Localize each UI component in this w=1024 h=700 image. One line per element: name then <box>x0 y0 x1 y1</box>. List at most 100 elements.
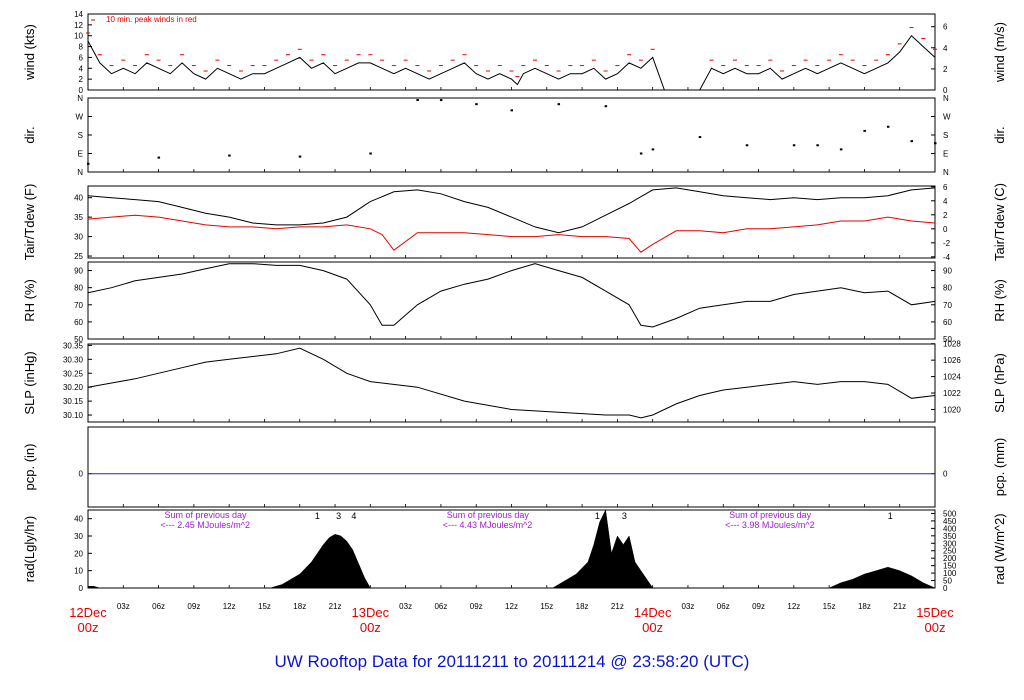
dir-ylabel-right: dir. <box>992 126 1007 143</box>
rh-panel <box>87 261 936 340</box>
wind-panel <box>86 13 937 91</box>
hour-label: 12z <box>505 602 518 611</box>
page-title: UW Rooftop Data for 20111211 to 20111214… <box>274 652 750 671</box>
rh-left-tick-label: 70 <box>74 301 83 310</box>
rad-right-tick-label: 500 <box>943 509 957 518</box>
wind-left-tick-label: 10 <box>74 32 83 41</box>
dir-point <box>369 152 372 155</box>
temp-frame <box>87 185 936 259</box>
wind-right-tick-label: 6 <box>943 23 948 32</box>
slp-left-tick-label: 30.20 <box>63 383 84 392</box>
slp-line-series <box>87 347 936 419</box>
hour-label: 18z <box>576 602 589 611</box>
dir-point <box>816 144 819 147</box>
rad-marker: 1 <box>595 511 600 521</box>
dir-point <box>698 136 702 139</box>
hour-label: 12z <box>223 602 236 611</box>
rh-left-tick-label: 80 <box>74 284 83 293</box>
rad-marker: 4 <box>351 511 356 521</box>
date-label: 15Dec <box>916 605 954 620</box>
rad-annotation-line1: Sum of previous day <box>164 510 247 520</box>
slp-left-tick-label: 30.10 <box>63 411 84 420</box>
date-label-hour: 00z <box>78 620 99 635</box>
rh-line-series <box>87 263 936 328</box>
hour-label: 03z <box>117 602 130 611</box>
hour-label: 09z <box>470 602 483 611</box>
hour-label: 06z <box>152 602 165 611</box>
rad-marker: 3 <box>336 511 341 521</box>
hour-label: 12z <box>787 602 800 611</box>
dir-point <box>745 144 749 147</box>
hour-label: 09z <box>187 602 200 611</box>
dir-point <box>863 129 866 132</box>
rad-right-tick-label: 0 <box>943 584 948 593</box>
pcp-panel <box>87 426 936 508</box>
dir-point <box>639 152 643 155</box>
dir-left-tick-label: W <box>75 113 83 122</box>
temp-right-tick-label: 2 <box>943 211 948 220</box>
wind-right-tick-label: 0 <box>943 86 948 95</box>
temp-ylabel-left: Tair/Tdew (F) <box>22 184 37 261</box>
rh-right-tick-label: 70 <box>943 301 952 310</box>
rad-left-tick-label: 0 <box>79 584 84 593</box>
rh-left-tick-label: 90 <box>74 267 83 276</box>
rh-right-tick-label: 90 <box>943 267 952 276</box>
date-label: 12Dec <box>69 605 107 620</box>
wind-ylabel-right: wind (m/s) <box>992 22 1007 83</box>
dir-left-tick-label: E <box>78 150 83 159</box>
rad-marker: 1 <box>315 511 320 521</box>
dir-point <box>475 103 478 106</box>
rad-left-tick-label: 10 <box>74 567 83 576</box>
dir-panel <box>87 97 937 173</box>
hour-label: 03z <box>399 602 412 611</box>
slp-left-tick-label: 30.15 <box>63 397 84 406</box>
rad-right-tick-label: 350 <box>943 532 957 541</box>
dir-right-tick-label: N <box>943 168 949 177</box>
dir-left-tick-label: N <box>77 94 83 103</box>
temp-right-tick-label: -4 <box>943 253 951 262</box>
rad-ylabel-right: rad (W/m^2) <box>992 513 1007 584</box>
rad-marker: 1 <box>888 511 893 521</box>
temp-left-tick-label: 40 <box>74 194 83 203</box>
dir-point <box>416 99 419 102</box>
rh-ylabel-left: RH (%) <box>22 279 37 322</box>
dir-point <box>934 142 937 145</box>
rh-frame <box>87 261 936 340</box>
rad-annotation-line2: <--- 2.45 MJoules/m^2 <box>160 520 250 530</box>
temp-left-tick-label: 25 <box>74 252 83 261</box>
date-label-hour: 00z <box>642 620 663 635</box>
dir-right-tick-label: E <box>943 150 948 159</box>
pcp-ylabel-right: pcp. (mm) <box>992 438 1007 497</box>
rad-right-tick-label: 250 <box>943 547 957 556</box>
hour-label: 21z <box>611 602 624 611</box>
hour-label: 21z <box>329 602 342 611</box>
rad-ylabel-left: rad(Lgly/hr) <box>22 516 37 582</box>
dir-frame <box>87 97 936 173</box>
pcp-right-tick-label: 0 <box>943 470 948 479</box>
slp-left-tick-label: 30.35 <box>63 341 84 350</box>
date-label: 13Dec <box>352 605 390 620</box>
wind-left-tick-label: 14 <box>74 10 83 19</box>
dir-point <box>557 103 561 106</box>
dir-left-tick-label: S <box>78 131 83 140</box>
hour-label: 21z <box>893 602 906 611</box>
slp-right-tick-label: 1026 <box>943 356 961 365</box>
temp-line-Tair <box>87 187 936 234</box>
rh-left-tick-label: 50 <box>74 335 83 344</box>
wind-right-tick-label: 2 <box>943 65 948 74</box>
slp-ylabel-right: SLP (hPa) <box>992 353 1007 413</box>
temp-right-tick-label: 6 <box>943 183 948 192</box>
slp-right-tick-label: 1028 <box>943 340 961 349</box>
pcp-left-tick-label: 0 <box>79 470 84 479</box>
hour-label: 15z <box>258 602 271 611</box>
wind-left-tick-label: 4 <box>79 64 84 73</box>
slp-panel <box>87 343 936 423</box>
dir-point <box>298 155 302 158</box>
rad-right-tick-label: 400 <box>943 524 957 533</box>
wind-left-tick-label: 8 <box>79 43 84 52</box>
rh-left-tick-label: 60 <box>74 318 83 327</box>
pcp-frame <box>87 426 936 508</box>
rad-annotation-line1: Sum of previous day <box>729 510 812 520</box>
hour-label: 09z <box>752 602 765 611</box>
rad-right-tick-label: 300 <box>943 539 957 548</box>
